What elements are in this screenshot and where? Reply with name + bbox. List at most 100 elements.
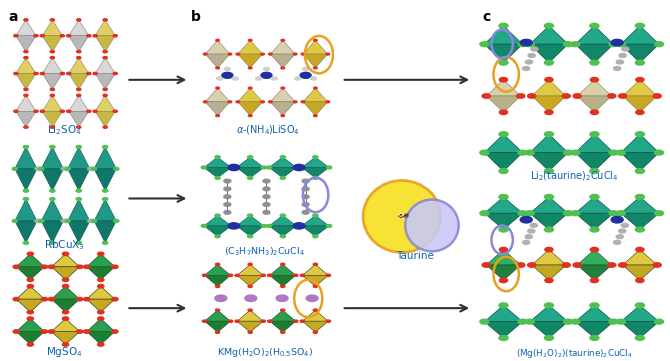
Polygon shape — [86, 319, 115, 331]
Circle shape — [590, 60, 599, 65]
Circle shape — [62, 278, 69, 282]
Polygon shape — [484, 134, 523, 153]
Circle shape — [224, 203, 231, 206]
Text: O: O — [401, 214, 405, 219]
FancyBboxPatch shape — [481, 184, 663, 346]
Circle shape — [655, 319, 663, 324]
Circle shape — [103, 88, 107, 91]
Circle shape — [235, 320, 239, 322]
Circle shape — [249, 67, 252, 69]
Circle shape — [590, 195, 599, 199]
Circle shape — [313, 156, 318, 158]
Polygon shape — [42, 111, 62, 127]
Circle shape — [622, 47, 629, 51]
Circle shape — [261, 72, 272, 78]
Polygon shape — [16, 36, 36, 52]
Ellipse shape — [363, 180, 441, 252]
Polygon shape — [621, 213, 659, 230]
Polygon shape — [484, 153, 523, 171]
Polygon shape — [270, 310, 295, 321]
Circle shape — [228, 320, 232, 322]
FancyBboxPatch shape — [13, 17, 119, 130]
Circle shape — [216, 77, 222, 80]
Circle shape — [103, 197, 108, 200]
Circle shape — [635, 335, 645, 340]
Polygon shape — [204, 157, 231, 168]
Polygon shape — [42, 20, 62, 36]
Circle shape — [98, 278, 104, 282]
Circle shape — [261, 166, 267, 169]
Circle shape — [281, 39, 285, 41]
Circle shape — [614, 240, 621, 244]
Text: b: b — [191, 10, 201, 24]
Polygon shape — [16, 319, 44, 331]
Circle shape — [84, 265, 90, 269]
Circle shape — [34, 72, 38, 75]
Circle shape — [84, 330, 90, 333]
Polygon shape — [69, 36, 89, 52]
Circle shape — [216, 285, 220, 287]
FancyBboxPatch shape — [481, 15, 663, 177]
Circle shape — [616, 319, 625, 324]
FancyBboxPatch shape — [201, 144, 332, 249]
Circle shape — [525, 211, 535, 216]
Circle shape — [608, 263, 616, 267]
Circle shape — [27, 310, 34, 314]
Circle shape — [89, 167, 95, 170]
Polygon shape — [52, 299, 80, 312]
Circle shape — [50, 19, 54, 21]
Polygon shape — [94, 169, 117, 191]
Circle shape — [215, 214, 220, 217]
Circle shape — [112, 265, 118, 269]
Circle shape — [398, 216, 400, 217]
Polygon shape — [204, 226, 231, 236]
Circle shape — [216, 263, 220, 265]
Circle shape — [302, 195, 309, 199]
Circle shape — [236, 101, 240, 103]
Ellipse shape — [405, 200, 459, 251]
Text: (C$_3$H$_7$NH$_3$)$_2$CuCl$_4$: (C$_3$H$_7$NH$_3$)$_2$CuCl$_4$ — [224, 245, 306, 258]
Circle shape — [314, 39, 317, 41]
Text: S: S — [399, 214, 403, 219]
Circle shape — [480, 211, 489, 216]
Circle shape — [76, 126, 81, 128]
Circle shape — [39, 219, 44, 222]
Circle shape — [545, 110, 553, 114]
Polygon shape — [302, 216, 329, 226]
Circle shape — [62, 167, 69, 170]
Polygon shape — [95, 111, 115, 127]
Circle shape — [499, 195, 508, 199]
Circle shape — [616, 150, 625, 155]
Circle shape — [50, 51, 54, 53]
Circle shape — [293, 320, 298, 322]
Circle shape — [261, 225, 267, 227]
Polygon shape — [576, 305, 614, 322]
Polygon shape — [486, 249, 521, 265]
Circle shape — [571, 42, 580, 47]
Circle shape — [314, 87, 317, 89]
Circle shape — [113, 110, 117, 112]
Circle shape — [402, 216, 403, 217]
Circle shape — [609, 211, 618, 216]
Circle shape — [326, 274, 330, 277]
Polygon shape — [204, 168, 231, 178]
Polygon shape — [15, 221, 37, 243]
Circle shape — [517, 94, 525, 98]
Circle shape — [60, 72, 64, 75]
Polygon shape — [42, 169, 64, 191]
Circle shape — [263, 203, 270, 206]
Circle shape — [635, 60, 645, 65]
Polygon shape — [204, 310, 230, 321]
Circle shape — [545, 278, 553, 283]
Circle shape — [618, 229, 626, 233]
Circle shape — [302, 187, 309, 191]
Circle shape — [635, 23, 645, 28]
Polygon shape — [95, 58, 115, 74]
Circle shape — [50, 189, 55, 192]
Polygon shape — [204, 216, 231, 226]
Circle shape — [248, 285, 253, 287]
Circle shape — [87, 168, 92, 170]
Circle shape — [616, 60, 624, 64]
Polygon shape — [86, 299, 115, 312]
Circle shape — [247, 177, 253, 179]
